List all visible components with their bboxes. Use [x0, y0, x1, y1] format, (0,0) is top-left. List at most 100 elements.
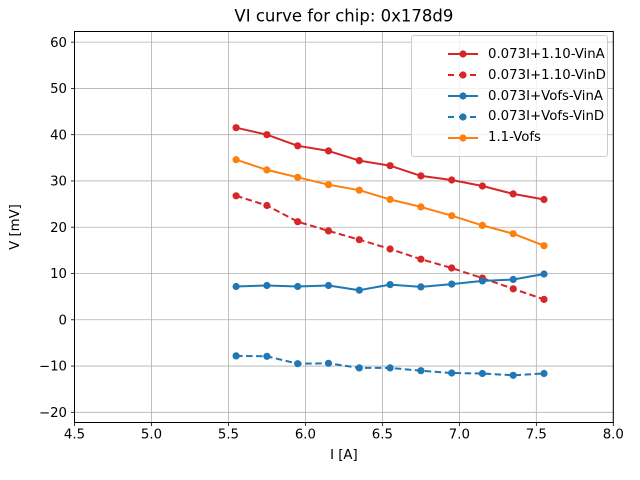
legend-sample-solid-line-icon	[448, 92, 478, 100]
data-point-marker	[509, 275, 517, 284]
series-1.1-Vofs	[232, 156, 548, 250]
data-point-marker	[448, 264, 456, 272]
data-point-marker	[509, 285, 517, 293]
data-point-marker	[509, 190, 517, 198]
legend-item-0.073I+1.10-VinA: 0.073I+1.10-VinA	[412, 44, 607, 65]
x-tick-label: 8.0	[603, 428, 624, 443]
data-point-marker	[448, 212, 456, 220]
data-point-marker	[448, 176, 456, 184]
data-point-marker	[263, 352, 271, 360]
series-0.073I+1.10-VinD	[232, 192, 548, 303]
legend-sample-solid-line-icon	[448, 50, 478, 59]
y-tick-label: 30	[50, 175, 67, 190]
data-point-marker	[478, 369, 486, 378]
legend-sample-dashed-line-icon	[448, 113, 478, 121]
data-point-marker	[232, 156, 240, 164]
legend-item-0.073I+1.10-VinD: 0.073I+1.10-VinD	[412, 65, 607, 86]
legend-label: 0.073I+Vofs-VinD	[488, 109, 605, 125]
data-point-marker	[417, 172, 425, 180]
y-axis-label: V [mV]	[8, 204, 23, 250]
data-point-marker	[478, 277, 486, 285]
y-tick-label: 10	[50, 267, 67, 282]
data-point-marker	[232, 352, 240, 360]
data-point-marker	[540, 270, 548, 278]
data-point-marker	[386, 195, 394, 204]
legend-sample-solid-line-icon	[448, 134, 478, 142]
data-point-marker	[478, 221, 486, 229]
data-point-marker	[386, 245, 394, 253]
y-tick-label: 60	[50, 36, 67, 51]
y-tick-label: 50	[50, 82, 67, 97]
y-tick-label: −20	[39, 406, 67, 421]
legend-label: 0.073I+Vofs-VinA	[488, 88, 603, 104]
series-0.073I+1.10-VinA	[232, 124, 548, 204]
data-point-marker	[294, 360, 302, 368]
data-point-marker	[386, 162, 394, 170]
data-point-marker	[324, 227, 333, 235]
legend-marker-icon	[459, 113, 467, 121]
x-axis-label: I [A]	[330, 448, 358, 463]
legend-marker-icon	[459, 50, 467, 59]
data-point-marker	[540, 295, 548, 303]
data-point-marker	[540, 195, 548, 204]
x-tick-label: 4.5	[64, 428, 85, 443]
data-point-marker	[417, 255, 425, 263]
data-point-marker	[540, 242, 548, 250]
data-point-marker	[509, 230, 517, 238]
data-point-marker	[355, 286, 363, 294]
data-series-layer	[232, 124, 548, 379]
data-point-marker	[448, 369, 456, 377]
x-tick-label: 6.5	[372, 428, 393, 443]
legend-item-1.1-Vofs: 1.1-Vofs	[412, 128, 607, 149]
data-point-marker	[263, 201, 271, 210]
data-point-marker	[232, 192, 240, 200]
x-tick-label: 5.0	[141, 428, 162, 443]
data-point-marker	[417, 367, 425, 375]
data-point-marker	[448, 280, 456, 288]
axis-ticks	[71, 41, 614, 426]
data-point-marker	[294, 218, 302, 226]
legend-sample-dashed-line-icon	[448, 71, 478, 79]
data-point-marker	[355, 364, 363, 372]
data-point-marker	[386, 364, 394, 372]
legend-item-0.073I+Vofs-VinA: 0.073I+Vofs-VinA	[412, 86, 607, 107]
data-point-marker	[355, 157, 363, 165]
data-point-marker	[386, 281, 394, 289]
data-point-marker	[324, 359, 333, 367]
data-point-marker	[324, 281, 333, 290]
y-tick-label: −10	[39, 360, 67, 375]
legend-marker-icon	[459, 92, 467, 100]
chart-title: VI curve for chip: 0x178d9	[234, 7, 453, 26]
x-tick-label: 5.5	[218, 428, 239, 443]
legend: 0.073I+1.10-VinA 0.073I+1.10-VinD 0.073I+V…	[411, 35, 608, 158]
data-point-marker	[324, 147, 333, 155]
data-point-marker	[509, 371, 517, 379]
series-0.073I+Vofs-VinA	[232, 270, 548, 294]
data-point-marker	[294, 282, 302, 291]
data-point-marker	[232, 282, 240, 291]
tick-labels: 4.5 5.0 5.5 6.0 6.5 7.0 7.5 8.0 −20 −10 0 10 20 30 40 5…	[39, 36, 624, 443]
x-tick-label: 6.0	[295, 428, 316, 443]
data-point-marker	[355, 186, 363, 194]
data-point-marker	[324, 181, 333, 189]
legend-item-0.073I+Vofs-VinD: 0.073I+Vofs-VinD	[412, 107, 607, 128]
legend-label: 0.073I+1.10-VinD	[488, 67, 606, 83]
y-tick-label: 40	[50, 128, 67, 143]
data-point-marker	[417, 283, 425, 291]
legend-marker-icon	[459, 134, 467, 142]
data-point-marker	[355, 236, 363, 244]
data-point-marker	[417, 203, 425, 211]
data-point-marker	[263, 281, 271, 290]
legend-label: 1.1-Vofs	[488, 130, 541, 146]
data-point-marker	[263, 131, 271, 139]
legend-marker-icon	[459, 71, 467, 79]
data-point-marker	[232, 124, 240, 132]
data-point-marker	[294, 173, 302, 181]
legend-label: 0.073I+1.10-VinA	[488, 46, 605, 62]
data-point-marker	[263, 166, 271, 174]
series-0.073I+Vofs-VinD	[232, 352, 548, 379]
y-tick-label: 20	[50, 221, 67, 236]
data-point-marker	[540, 369, 548, 378]
x-tick-label: 7.0	[449, 428, 470, 443]
